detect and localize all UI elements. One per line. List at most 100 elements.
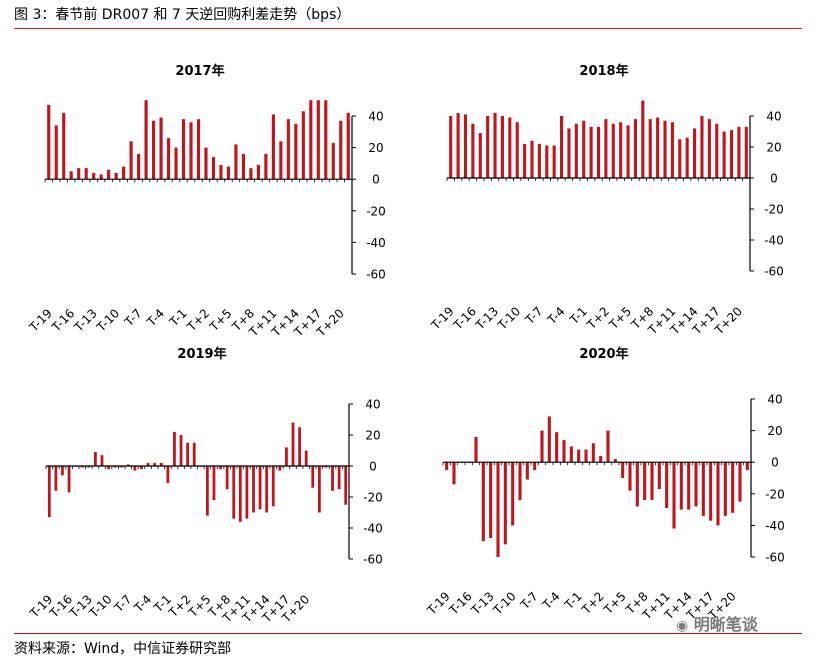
chart-title: 2019年: [177, 346, 226, 362]
x-tick-label: T+5: [206, 306, 234, 334]
bar: [249, 168, 253, 180]
bar: [701, 462, 705, 516]
chart-panel: 2018年 40 20 0 -20 -40 -60 T-19T-16T-13T-10 T-7 T-…: [428, 63, 784, 338]
bar: [140, 466, 143, 470]
bar: [61, 466, 64, 476]
bar: [120, 466, 124, 468]
chart-panel: 2017年 40 20 0 -20 -40 -60 T-19T-16T-13T-10 T-7 T-…: [26, 63, 386, 340]
bar: [159, 117, 163, 180]
bar: [481, 462, 485, 542]
bar: [189, 122, 193, 180]
bar: [77, 168, 81, 180]
bar: [100, 455, 104, 466]
bar: [650, 462, 654, 501]
bar: [258, 466, 262, 510]
x-tick-label: T-19: [428, 304, 457, 333]
bar: [731, 462, 735, 513]
bar: [152, 120, 156, 180]
bar: [471, 123, 475, 178]
bar: [331, 466, 334, 491]
y-tick-label: 0: [770, 172, 778, 186]
bar: [67, 466, 71, 493]
bar: [144, 100, 148, 180]
y-tick-label: 20: [368, 141, 383, 155]
x-tick-label: T-13: [472, 304, 501, 333]
chart-title: 2018年: [579, 63, 628, 79]
bar: [489, 462, 493, 539]
bar: [500, 116, 504, 178]
watermark: ◉ 明晰笔谈: [676, 615, 758, 636]
x-tick-label: T-4: [144, 306, 167, 329]
bar: [569, 446, 573, 463]
bar: [722, 131, 726, 178]
bar: [545, 145, 549, 178]
bar: [337, 466, 341, 490]
bar: [628, 462, 632, 491]
bar: [540, 430, 544, 463]
bar: [285, 447, 288, 466]
bar: [84, 168, 88, 180]
bar: [87, 466, 91, 468]
bar: [700, 116, 704, 178]
chart-title: 2017年: [175, 63, 224, 79]
bar: [47, 104, 51, 180]
bar: [159, 462, 163, 466]
bar: [225, 466, 229, 490]
bar: [474, 436, 478, 463]
bar: [567, 128, 571, 178]
bar: [665, 462, 669, 509]
x-tick-label: T-10: [93, 306, 122, 335]
y-tick-label: -60: [363, 553, 383, 567]
bar: [555, 432, 559, 463]
x-tick-label: T-10: [86, 592, 115, 621]
x-tick-label: T-16: [446, 589, 475, 618]
bar: [54, 125, 58, 180]
bar: [173, 431, 176, 466]
x-tick-label: T-4: [544, 304, 567, 327]
bar: [449, 116, 453, 178]
bar: [729, 129, 734, 178]
bar: [344, 466, 348, 505]
x-tick-label: T-13: [468, 589, 497, 618]
bar: [723, 462, 727, 516]
chart-title: 2020年: [579, 346, 628, 362]
bar: [174, 147, 178, 180]
bar: [69, 171, 73, 180]
bar: [547, 416, 551, 463]
bar: [80, 466, 84, 468]
bar: [591, 443, 595, 463]
bar: [241, 153, 245, 180]
bar: [613, 459, 617, 463]
bar: [331, 142, 335, 180]
bar: [670, 122, 674, 178]
bar: [672, 462, 676, 529]
bar: [745, 462, 749, 471]
y-tick-label: 0: [372, 173, 380, 187]
bar: [515, 122, 519, 178]
x-tick-label: T-16: [450, 304, 479, 333]
bar: [641, 100, 645, 178]
bar: [562, 440, 566, 463]
bar: [271, 466, 275, 507]
bar: [137, 153, 141, 180]
bar: [707, 119, 711, 178]
bar: [508, 117, 512, 178]
y-tick-label: 20: [766, 141, 781, 155]
x-tick-label: T-4: [131, 592, 154, 615]
bar: [166, 138, 171, 180]
y-tick-label: 0: [369, 460, 377, 474]
bar: [589, 126, 593, 178]
bar: [656, 117, 660, 178]
bar: [298, 427, 301, 466]
bar: [94, 452, 97, 466]
wechat-icon: ◉: [676, 618, 689, 634]
bar: [279, 141, 283, 180]
bar: [643, 462, 647, 501]
bar: [452, 462, 456, 485]
y-tick-label: -40: [765, 519, 785, 533]
bar: [716, 462, 720, 526]
bar: [339, 120, 343, 180]
y-tick-label: -20: [366, 204, 386, 218]
bar: [657, 462, 661, 490]
